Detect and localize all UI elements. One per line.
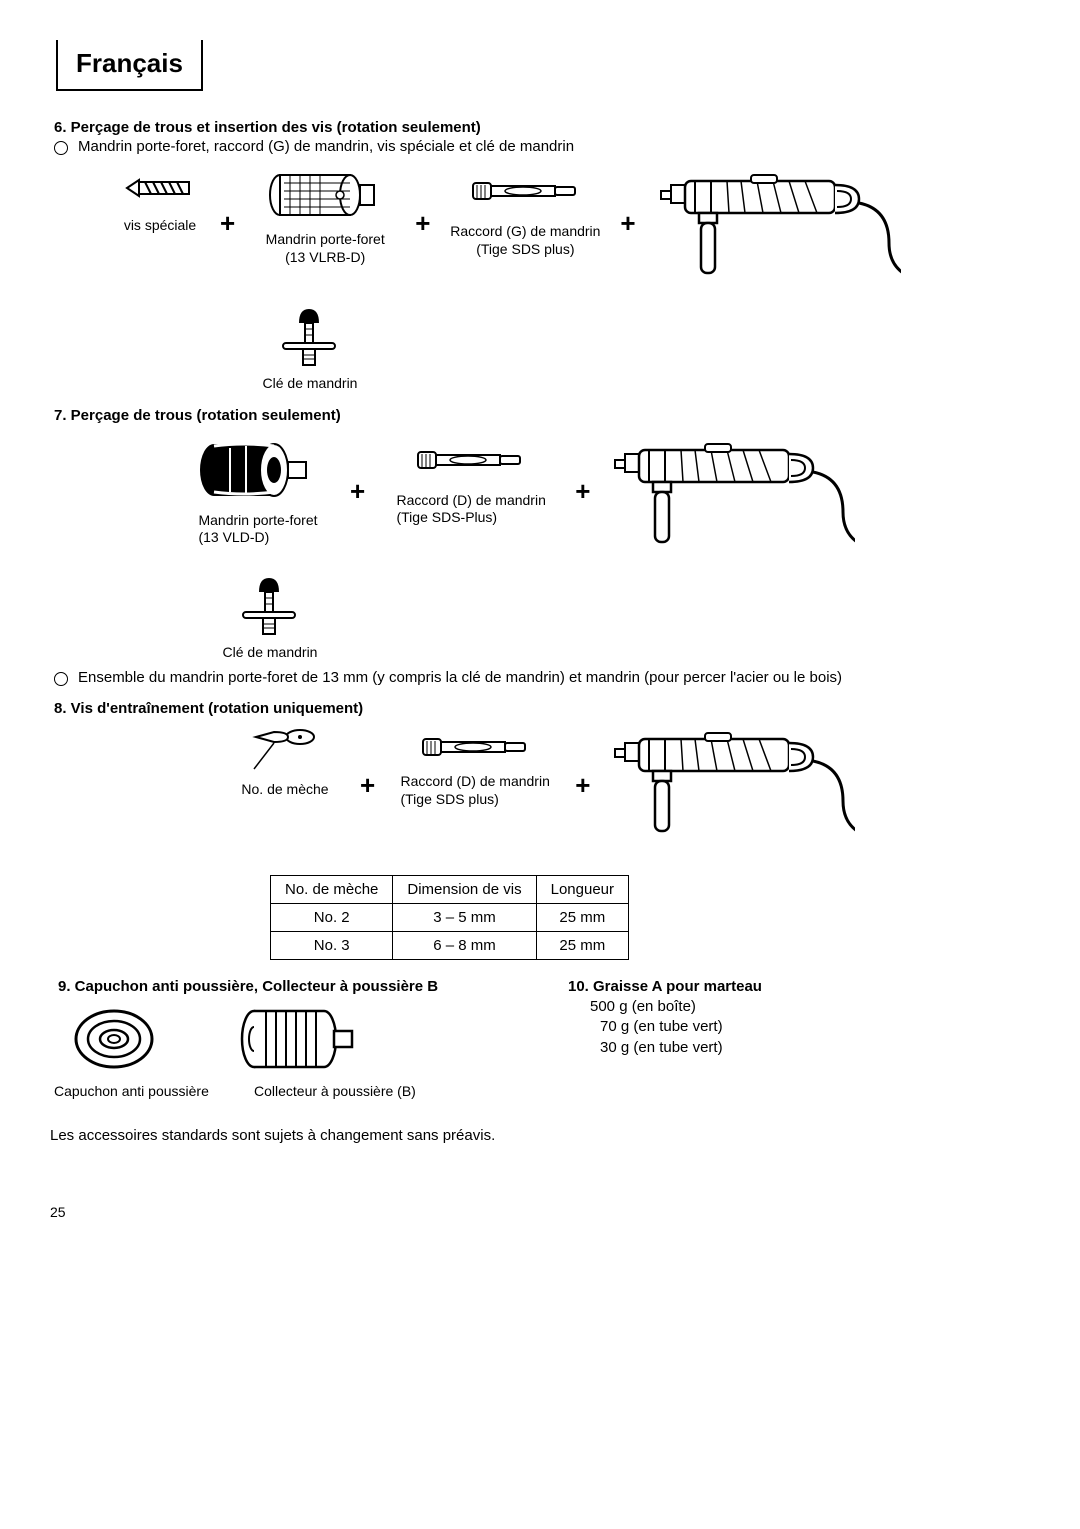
section-9: 9. Capuchon anti poussière, Collecteur à… — [54, 978, 524, 1101]
plus-icon: + — [610, 208, 645, 239]
section-6: 6. Perçage de trous et insertion des vis… — [50, 119, 1030, 393]
caption-adapter7: Raccord (D) de mandrin(Tige SDS-Plus) — [396, 492, 545, 527]
section-7-bullet-text: Ensemble du mandrin porte-foret de 13 mm… — [78, 669, 842, 686]
drill-icon — [651, 163, 901, 303]
plus-icon: + — [210, 208, 245, 239]
bullet-icon — [54, 672, 68, 686]
grease-line-3: 30 g (en tube vert) — [600, 1038, 762, 1058]
grease-line-2: 70 g (en tube vert) — [600, 1017, 762, 1037]
chuck-large-icon — [260, 163, 390, 227]
section-6-bullet-text: Mandrin porte-foret, raccord (G) de mand… — [78, 138, 574, 155]
plus-icon: + — [340, 476, 375, 507]
caption-adapter8: Raccord (D) de mandrin(Tige SDS plus) — [400, 773, 549, 808]
caption-vis-speciale: vis spéciale — [124, 217, 196, 235]
dust-collector-icon — [234, 1005, 364, 1071]
chuck-key-icon — [235, 574, 305, 640]
caption-chuck6: Mandrin porte-foret(13 VLRB-D) — [266, 231, 385, 266]
drill-icon — [605, 432, 855, 572]
section-8-title: 8. Vis d'entraînement (rotation uniqueme… — [54, 700, 1030, 717]
chuck-key-icon — [275, 305, 345, 371]
section-7: 7. Perçage de trous (rotation seulement)… — [50, 407, 1030, 687]
section-8: 8. Vis d'entraînement (rotation uniqueme… — [50, 700, 1030, 960]
plus-icon: + — [565, 476, 600, 507]
page-number: 25 — [50, 1204, 1030, 1220]
footer-note: Les accessoires standards sont sujets à … — [50, 1127, 1030, 1144]
bit-icon — [240, 725, 330, 777]
adapter-icon — [410, 432, 530, 488]
th-length: Longueur — [536, 876, 628, 904]
adapter-icon — [415, 725, 535, 769]
adapter-icon — [465, 163, 585, 219]
th-bit-no: No. de mèche — [271, 876, 393, 904]
plus-icon: + — [405, 208, 440, 239]
special-screw-icon — [125, 163, 195, 213]
caption-bit8: No. de mèche — [241, 781, 328, 799]
language-header: Français — [56, 40, 203, 91]
grease-line-1: 500 g (en boîte) — [590, 997, 762, 1017]
section-7-title: 7. Perçage de trous (rotation seulement) — [54, 407, 1030, 424]
caption-adapter6: Raccord (G) de mandrin(Tige SDS plus) — [450, 223, 600, 258]
th-screw-dim: Dimension de vis — [393, 876, 536, 904]
caption-dustcollector: Collecteur à poussière (B) — [254, 1083, 454, 1101]
chuck-solid-icon — [190, 432, 320, 508]
caption-dustcap: Capuchon anti poussière — [54, 1083, 224, 1101]
bit-table: No. de mèche Dimension de vis Longueur N… — [270, 875, 629, 960]
plus-icon: + — [565, 770, 600, 801]
table-row: No. 23 – 5 mm25 mm — [271, 904, 629, 932]
caption-key6: Clé de mandrin — [263, 375, 358, 393]
drill-icon — [605, 725, 855, 865]
dust-cap-icon — [69, 1005, 159, 1071]
section-6-title: 6. Perçage de trous et insertion des vis… — [54, 119, 1030, 136]
bullet-icon — [54, 141, 68, 155]
table-row: No. 36 – 8 mm25 mm — [271, 932, 629, 960]
plus-icon: + — [350, 770, 385, 801]
caption-key7: Clé de mandrin — [223, 644, 318, 662]
caption-chuck7: Mandrin porte-foret(13 VLD-D) — [198, 512, 317, 547]
section-9-title: 9. Capuchon anti poussière, Collecteur à… — [58, 978, 524, 995]
section-10-title: 10. Graisse A pour marteau — [568, 978, 762, 995]
section-10: 10. Graisse A pour marteau 500 g (en boî… — [564, 978, 762, 1101]
